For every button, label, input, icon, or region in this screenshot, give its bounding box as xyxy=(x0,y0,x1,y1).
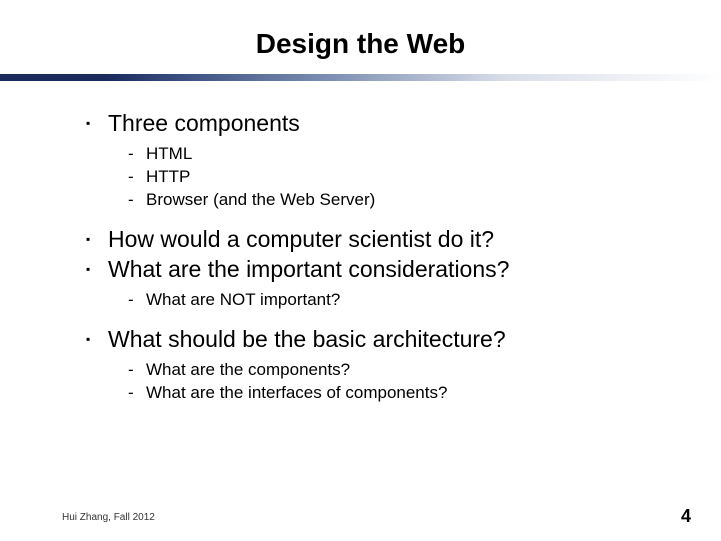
page-number: 4 xyxy=(681,506,691,527)
sub-item: - What are NOT important? xyxy=(128,289,721,311)
sub-text: HTTP xyxy=(146,166,190,188)
bullet-item: ▪ Three components xyxy=(86,109,721,137)
bullet-item: ▪ How would a computer scientist do it? xyxy=(86,225,721,253)
sub-item: - Browser (and the Web Server) xyxy=(128,189,721,211)
slide-content: ▪ Three components - HTML - HTTP - Brows… xyxy=(0,81,721,404)
bullet-text: How would a computer scientist do it? xyxy=(108,225,494,253)
bullet-text: Three components xyxy=(108,109,300,137)
bullet-marker: ▪ xyxy=(86,325,108,353)
sub-text: Browser (and the Web Server) xyxy=(146,189,375,211)
sub-marker: - xyxy=(128,143,146,165)
sub-marker: - xyxy=(128,382,146,404)
sub-item: - HTML xyxy=(128,143,721,165)
sub-list: - What are NOT important? xyxy=(128,289,721,311)
sub-marker: - xyxy=(128,359,146,381)
footer-author: Hui Zhang, Fall 2012 xyxy=(62,512,155,523)
sub-marker: - xyxy=(128,189,146,211)
bullet-text: What should be the basic architecture? xyxy=(108,325,506,353)
slide-title: Design the Web xyxy=(0,0,721,74)
bullet-item: ▪ What should be the basic architecture? xyxy=(86,325,721,353)
bullet-marker: ▪ xyxy=(86,109,108,137)
bullet-marker: ▪ xyxy=(86,225,108,253)
bullet-text: What are the important considerations? xyxy=(108,255,509,283)
bullet-item: ▪ What are the important considerations? xyxy=(86,255,721,283)
sub-text: What are NOT important? xyxy=(146,289,340,311)
bullet-marker: ▪ xyxy=(86,255,108,283)
slide-container: Design the Web ▪ Three components - HTML… xyxy=(0,0,721,541)
sub-item: - What are the components? xyxy=(128,359,721,381)
sub-text: HTML xyxy=(146,143,192,165)
sub-text: What are the interfaces of components? xyxy=(146,382,447,404)
title-divider xyxy=(0,74,721,81)
sub-item: - What are the interfaces of components? xyxy=(128,382,721,404)
sub-marker: - xyxy=(128,289,146,311)
sub-list: - What are the components? - What are th… xyxy=(128,359,721,404)
sub-list: - HTML - HTTP - Browser (and the Web Ser… xyxy=(128,143,721,211)
sub-marker: - xyxy=(128,166,146,188)
sub-item: - HTTP xyxy=(128,166,721,188)
sub-text: What are the components? xyxy=(146,359,350,381)
